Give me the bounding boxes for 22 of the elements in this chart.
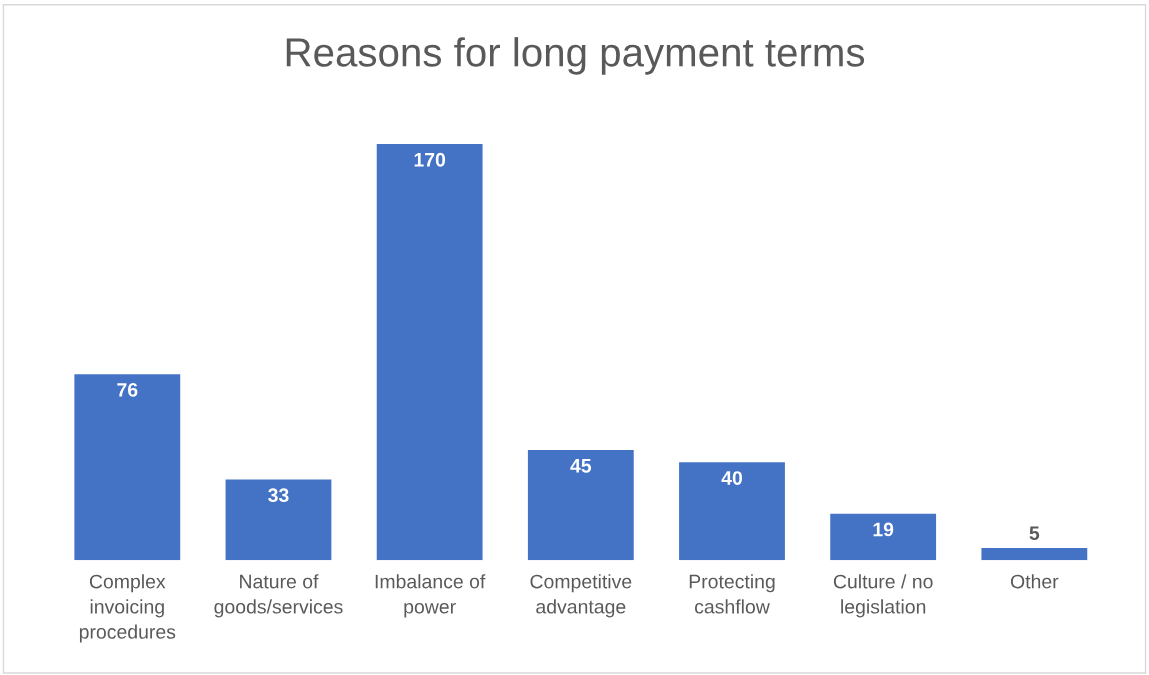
x-tick-label: Other: [1010, 574, 1059, 589]
data-label: 76: [117, 383, 138, 397]
x-tick-label: Complex invoicing procedures: [79, 574, 176, 643]
x-tick-label: Protecting cashflow: [689, 574, 775, 614]
bar: [376, 144, 483, 561]
bar: [830, 513, 937, 561]
data-label: 170: [414, 152, 446, 167]
bar: [981, 548, 1088, 561]
bar: [527, 450, 634, 561]
x-tick-label: Imbalance of power: [375, 574, 486, 618]
chart-title: Reasons for long payment terms: [286, 37, 865, 75]
bar: [225, 479, 332, 561]
x-tick-label: Nature of goods/services: [214, 574, 343, 618]
data-label: 5: [1029, 526, 1040, 540]
x-tick-label: Culture / no legislation: [833, 574, 933, 618]
bar: [679, 462, 785, 561]
data-label: 40: [721, 471, 743, 485]
bar: [74, 374, 181, 561]
data-label: 33: [268, 488, 289, 503]
data-label: 19: [873, 522, 894, 537]
x-tick-label: Competitive advantage: [530, 574, 632, 618]
data-label: 45: [570, 459, 592, 473]
